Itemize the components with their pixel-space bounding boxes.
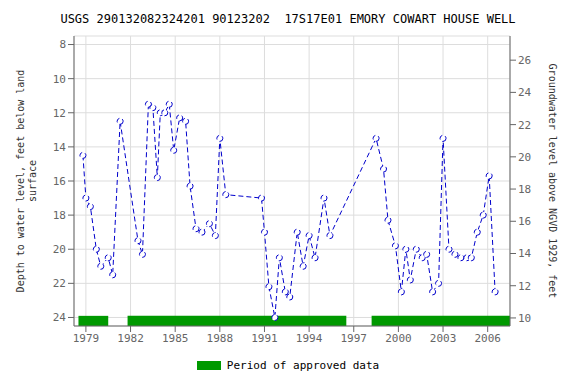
svg-text:1982: 1982 — [117, 332, 144, 345]
svg-text:16: 16 — [518, 215, 531, 228]
svg-text:8: 8 — [59, 38, 66, 51]
svg-text:2003: 2003 — [430, 332, 457, 345]
svg-text:12: 12 — [518, 280, 531, 293]
svg-text:16: 16 — [53, 175, 66, 188]
svg-text:24: 24 — [53, 311, 67, 324]
html-text:USGS 290132082324201 90123202: USGS 290132082324201 90123202 17S17E01 E… — [60, 12, 516, 26]
svg-text:2006: 2006 — [474, 332, 501, 345]
svg-text:14: 14 — [53, 141, 67, 154]
svg-text:10: 10 — [518, 312, 531, 325]
svg-text:24: 24 — [518, 86, 532, 99]
html-text:Period of approved data: Period of approved data — [226, 358, 380, 372]
svg-text:22: 22 — [53, 277, 66, 290]
svg-text:1979: 1979 — [73, 332, 100, 345]
svg-text:22: 22 — [518, 119, 531, 132]
svg-text:1988: 1988 — [207, 332, 234, 345]
svg-text:2000: 2000 — [385, 332, 412, 345]
svg-text:1991: 1991 — [251, 332, 278, 345]
svg-text:Depth to water level, feet bel: Depth to water level, feet below landsur… — [15, 70, 38, 293]
svg-text:1997: 1997 — [341, 332, 368, 345]
svg-text:12: 12 — [53, 107, 66, 120]
svg-text:26: 26 — [518, 54, 531, 67]
svg-text:18: 18 — [518, 183, 531, 196]
svg-text:14: 14 — [518, 247, 532, 260]
svg-text:20: 20 — [518, 151, 531, 164]
svg-text:18: 18 — [53, 209, 66, 222]
svg-text:20: 20 — [53, 243, 66, 256]
svg-text:Groundwater level above NGVD 1: Groundwater level above NGVD 1929, feet — [547, 64, 558, 299]
svg-text:1994: 1994 — [296, 332, 323, 345]
svg-text:1985: 1985 — [162, 332, 189, 345]
svg-text:10: 10 — [53, 73, 66, 86]
